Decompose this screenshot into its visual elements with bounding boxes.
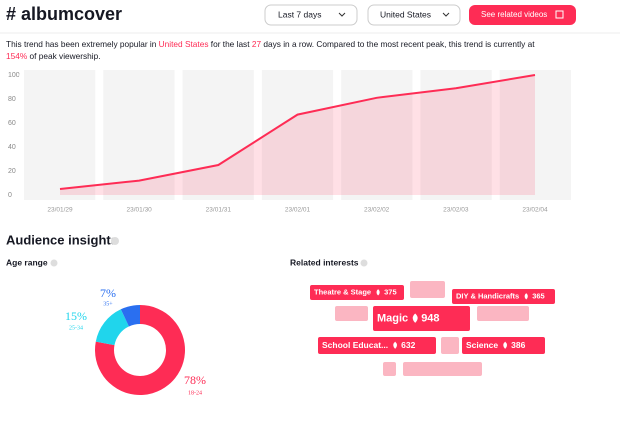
- desc-country: United States: [159, 39, 209, 49]
- chevron: [442, 12, 450, 17]
- interests-title: Related interests: [290, 257, 359, 267]
- placeholder: [403, 362, 482, 376]
- column-band: [182, 70, 254, 200]
- tag-name: Magic: [377, 312, 408, 324]
- tag-count: 375: [384, 287, 397, 296]
- segment-value-label: 78%: [184, 373, 206, 387]
- tag-name: School Educat...: [322, 340, 388, 350]
- interest-tag[interactable]: Magic 948: [373, 306, 470, 331]
- tag-background: [310, 285, 404, 300]
- desc-text: of peak viewership.: [27, 51, 100, 61]
- donut-segment: [95, 309, 129, 346]
- desc-percent: 154%: [6, 51, 28, 61]
- tag-count: 365: [532, 291, 545, 300]
- description: This trend has been extremely popular in…: [6, 39, 537, 61]
- segment-value-label: 7%: [100, 286, 116, 300]
- desc-text: for the last: [208, 39, 251, 49]
- tag-count: 386: [511, 340, 525, 350]
- donut-segment: [120, 305, 140, 327]
- related-videos-button[interactable]: [469, 5, 576, 25]
- flame-icon: [393, 341, 398, 349]
- section-title: Audience insights: [6, 232, 118, 247]
- interest-tag[interactable]: Theatre & Stage 375: [310, 285, 404, 300]
- trend-line: [59, 74, 536, 190]
- country-label: United States: [380, 9, 431, 19]
- flame-icon: [524, 293, 528, 300]
- placeholder: [477, 306, 529, 321]
- column-band: [103, 70, 175, 200]
- flame-icon: [412, 313, 418, 323]
- age-title: Age range: [6, 257, 48, 267]
- placeholder-tags: [335, 281, 529, 376]
- tag-name: Theatre & Stage: [314, 287, 371, 296]
- desc-text: days in a row. Compared to the most rece…: [261, 39, 537, 49]
- column-band: [341, 70, 413, 200]
- y-tick-label: 60: [8, 120, 16, 127]
- tag-background: [452, 289, 555, 304]
- segment-category-label: 25-34: [69, 325, 83, 331]
- column-band: [261, 70, 334, 200]
- segment-value-label: 15%: [65, 309, 87, 323]
- x-tick-label: 23/01/30: [127, 207, 153, 214]
- interest-tag[interactable]: DIY & Handicrafts 365: [452, 289, 555, 304]
- y-tick-label: 100: [8, 72, 20, 79]
- info-icon: [50, 259, 58, 267]
- segment-category-label: 35+: [103, 301, 113, 307]
- period-label: Last 7 days: [278, 9, 321, 19]
- x-tick-label: 23/02/01: [285, 207, 311, 214]
- x-tick-label: 23/02/03: [443, 207, 469, 214]
- tag-count: 632: [401, 340, 415, 350]
- placeholder: [335, 306, 368, 321]
- desc-days: 27: [252, 39, 262, 49]
- placeholder: [383, 362, 396, 376]
- country-dropdown[interactable]: [367, 4, 461, 26]
- placeholder: [410, 281, 445, 298]
- y-tick-label: 80: [8, 96, 16, 103]
- external-icon: [555, 10, 564, 19]
- chevron: [338, 12, 346, 17]
- flame-icon: [376, 289, 380, 296]
- tag-background: [318, 337, 436, 354]
- x-tick-label: 23/01/29: [47, 207, 73, 214]
- desc-text: This trend has been extremely popular in: [6, 39, 159, 49]
- tag-background: [373, 306, 470, 331]
- area: [60, 75, 535, 195]
- page-title: # albumcover: [6, 4, 122, 24]
- y-tick-label: 20: [8, 168, 16, 175]
- y-tick-label: 0: [8, 192, 12, 199]
- column-band: [24, 70, 96, 200]
- placeholder: [441, 337, 459, 354]
- interest-tag[interactable]: Science 386: [462, 337, 545, 354]
- column-band: [499, 70, 571, 200]
- flame-icon: [503, 341, 508, 349]
- period-dropdown[interactable]: [264, 4, 358, 26]
- tag-name: DIY & Handicrafts: [456, 291, 519, 300]
- info-icon: [360, 259, 368, 267]
- tag-name: Science: [466, 340, 498, 350]
- y-tick-label: 40: [8, 144, 16, 151]
- x-tick-label: 23/02/02: [364, 207, 390, 214]
- info-icon: [111, 237, 119, 245]
- x-tick-label: 23/01/31: [206, 207, 232, 214]
- tag-count: 948: [421, 312, 439, 324]
- interest-tag[interactable]: School Educat... 632: [318, 337, 436, 354]
- segment-category-label: 18-24: [188, 390, 202, 396]
- x-tick-label: 23/02/04: [522, 207, 548, 214]
- button-label: See related videos: [481, 10, 547, 19]
- donut-segment: [95, 305, 186, 396]
